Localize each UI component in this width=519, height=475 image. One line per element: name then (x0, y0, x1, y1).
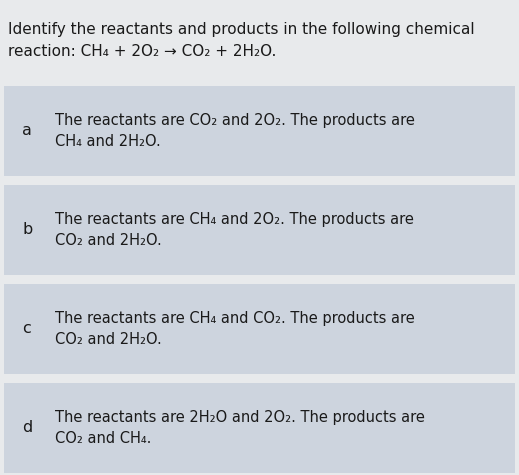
Text: The reactants are CH₄ and 2O₂. The products are: The reactants are CH₄ and 2O₂. The produ… (55, 212, 414, 227)
Text: CO₂ and CH₄.: CO₂ and CH₄. (55, 431, 152, 446)
Bar (4, 185, 515, 275)
Text: a: a (22, 123, 32, 138)
Bar (4, 86, 515, 176)
Text: c: c (22, 321, 31, 336)
Bar (0, 0, 519, 78)
Text: Identify the reactants and products in the following chemical: Identify the reactants and products in t… (8, 22, 474, 37)
Text: b: b (22, 222, 32, 237)
Text: CO₂ and 2H₂O.: CO₂ and 2H₂O. (55, 233, 162, 248)
Bar (4, 383, 515, 473)
Text: CH₄ and 2H₂O.: CH₄ and 2H₂O. (55, 134, 161, 149)
Text: d: d (22, 420, 32, 435)
Text: reaction: CH₄ + 2O₂ → CO₂ + 2H₂O.: reaction: CH₄ + 2O₂ → CO₂ + 2H₂O. (8, 44, 277, 59)
Bar (4, 284, 515, 374)
Text: CO₂ and 2H₂O.: CO₂ and 2H₂O. (55, 332, 162, 347)
Text: The reactants are CO₂ and 2O₂. The products are: The reactants are CO₂ and 2O₂. The produ… (55, 113, 415, 128)
Text: The reactants are CH₄ and CO₂. The products are: The reactants are CH₄ and CO₂. The produ… (55, 311, 415, 326)
Text: The reactants are 2H₂O and 2O₂. The products are: The reactants are 2H₂O and 2O₂. The prod… (55, 410, 425, 425)
